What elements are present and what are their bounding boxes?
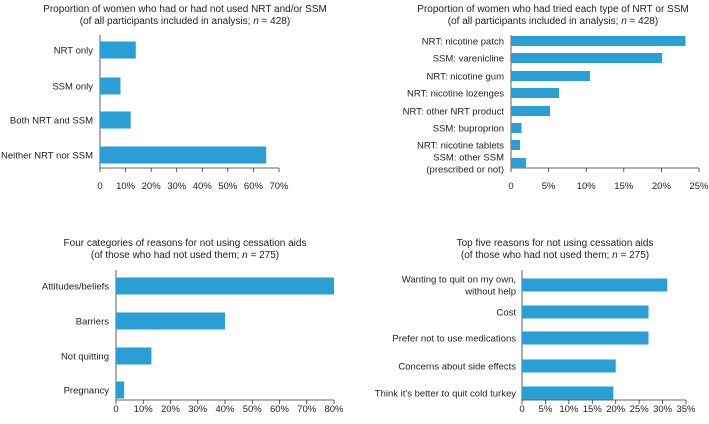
chart-c-category-label: Attitudes/beliefs: [42, 282, 109, 293]
chart-c-tick-label: 70%: [297, 404, 317, 415]
chart-d-tick-label: 30%: [653, 404, 673, 415]
chart-d-category-label: Think it's better to quit cold turkey: [375, 389, 516, 400]
chart-c-tick-label: 0: [113, 404, 118, 415]
chart-b-category-label: SSM: varenicline: [433, 54, 504, 65]
chart-b-tick-label: 25%: [689, 181, 709, 192]
chart-c-tick-label: 40%: [215, 404, 235, 415]
chart-a-bar: [100, 146, 267, 164]
chart-c-tick-label: 50%: [243, 404, 263, 415]
chart-a-bar: [100, 111, 131, 129]
chart-b-category-label: SSM: other SSM: [433, 153, 504, 164]
chart-c-category-label: Barriers: [76, 317, 110, 328]
chart-a-bar: [100, 77, 121, 95]
chart-d-category-label: Wanting to quit on my own,: [402, 275, 516, 286]
chart-b-tick-label: 20%: [652, 181, 672, 192]
chart-d-tick-label: 35%: [676, 404, 696, 415]
chart-d-bar: [522, 305, 649, 319]
chart-b-bar: [511, 158, 527, 168]
chart-a-tick-label: 10%: [116, 181, 136, 192]
chart-b-category-label: NRT: nicotine lozenges: [407, 89, 504, 100]
chart-b-subtitle: (of all participants included in analysi…: [448, 16, 658, 27]
chart-b-category-label: NRT: other NRT product: [403, 107, 505, 118]
chart-d-tick-label: 0: [519, 404, 524, 415]
chart-a-tick-label: 30%: [167, 181, 187, 192]
chart-d-title: Top five reasons for not using cessation…: [457, 238, 654, 249]
chart-d-bar: [522, 386, 614, 400]
chart-b-category-label: (prescribed or not): [426, 165, 504, 176]
chart-c-title: Four categories of reasons for not using…: [64, 238, 307, 249]
chart-b-tick-label: 15%: [614, 181, 634, 192]
chart-c-tick-label: 60%: [270, 404, 290, 415]
chart-a-tick-label: 70%: [269, 181, 289, 192]
chart-b-tick-label: 5%: [542, 181, 556, 192]
chart-a-category-label: Both NRT and SSM: [10, 116, 93, 127]
chart-c-tick-label: 80%: [324, 404, 344, 415]
chart-a-tick-label: 40%: [193, 181, 213, 192]
chart-b-bar: [511, 36, 686, 46]
chart-b-category-label: SSM: buproprion: [433, 124, 504, 135]
chart-a-tick-label: 20%: [142, 181, 162, 192]
chart-d-bar: [522, 278, 668, 292]
chart-c-tick-label: 20%: [161, 404, 181, 415]
chart-b-category-label: NRT: nicotine patch: [422, 37, 504, 48]
chart-c-bar: [116, 277, 334, 295]
chart-c-bar: [116, 347, 152, 365]
chart-d-bar: [522, 359, 616, 373]
chart-b-tick-label: 10%: [577, 181, 597, 192]
chart-c-category-label: Not quitting: [61, 352, 109, 363]
chart-b-bar: [511, 88, 560, 98]
chart-c-subtitle: (of those who had not used them; n = 275…: [91, 250, 279, 261]
chart-b-category-label: NRT: nicotine gum: [427, 72, 505, 83]
chart-d-category-label: Concerns about side effects: [398, 362, 516, 373]
chart-a-tick-label: 50%: [218, 181, 238, 192]
chart-d-category-label: Cost: [496, 308, 516, 319]
chart-d-tick-label: 10%: [559, 404, 579, 415]
chart-d-bar: [522, 331, 649, 345]
chart-c-tick-label: 10%: [134, 404, 154, 415]
chart-a-subtitle: (of all participants included in analysi…: [80, 16, 290, 27]
chart-b-bar: [511, 140, 521, 150]
chart-d-tick-label: 20%: [606, 404, 626, 415]
chart-c-category-label: Pregnancy: [64, 386, 110, 397]
chart-a-bar: [100, 41, 136, 59]
chart-a-category-label: Neither NRT nor SSM: [1, 151, 93, 162]
chart-a-tick-label: 60%: [244, 181, 264, 192]
chart-b-tick-label: 0: [508, 181, 513, 192]
chart-a-title: Proportion of women who had or had not u…: [43, 4, 327, 15]
chart-b-category-label: NRT: nicotine tablets: [417, 141, 504, 152]
chart-c-tick-label: 30%: [188, 404, 208, 415]
chart-d-category-label: Prefer not to use medications: [392, 334, 516, 345]
chart-a-tick-label: 0: [97, 181, 102, 192]
chart-c-bar: [116, 312, 225, 330]
chart-d-subtitle: (of those who had not used them; n = 275…: [461, 250, 649, 261]
chart-d-category-label: without help: [464, 287, 516, 298]
chart-b-bar: [511, 53, 663, 63]
chart-b-bar: [511, 106, 551, 116]
chart-d-tick-label: 15%: [583, 404, 603, 415]
chart-c-bar: [116, 381, 125, 399]
chart-d-tick-label: 25%: [630, 404, 650, 415]
chart-d-tick-label: 5%: [539, 404, 553, 415]
chart-a-category-label: NRT only: [54, 46, 93, 57]
chart-b-bar: [511, 71, 590, 81]
chart-b-title: Proportion of women who had tried each t…: [417, 4, 688, 15]
chart-b-bar: [511, 123, 522, 133]
chart-a-category-label: SSM only: [52, 82, 93, 93]
